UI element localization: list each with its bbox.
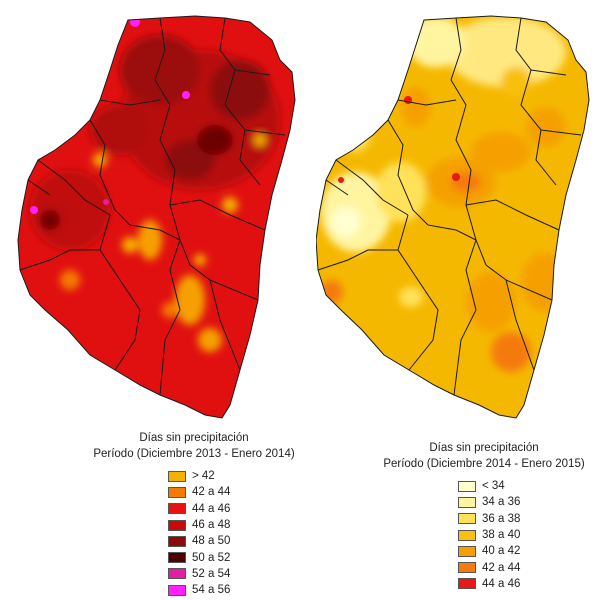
legend-label: 54 a 56 bbox=[192, 584, 231, 597]
legend-item: 40 a 42 bbox=[458, 543, 598, 559]
legend-items: > 42 42 a 44 44 a 46 46 a 48 48 a 50 50 a 52 5… bbox=[168, 468, 314, 598]
legend-swatch bbox=[458, 545, 476, 557]
legend-item: 50 a 52 bbox=[168, 549, 314, 565]
legend-item: 48 a 50 bbox=[168, 533, 314, 549]
legend-item: < 34 bbox=[458, 478, 598, 494]
legend-label: > 42 bbox=[192, 470, 215, 483]
legend-title: Días sin precipitación bbox=[139, 432, 249, 444]
legend-swatch bbox=[168, 535, 186, 547]
legend-subtitle: Período (Diciembre 2014 - Enero 2015) bbox=[383, 458, 585, 470]
legend-label: 46 a 48 bbox=[192, 519, 231, 532]
precipitation-map-2013-2014 bbox=[17, 15, 296, 419]
legend-item: 38 a 40 bbox=[458, 527, 598, 543]
legend-item: 42 a 44 bbox=[168, 484, 314, 500]
legend-title: Días sin precipitación bbox=[429, 442, 539, 454]
legend-swatch bbox=[458, 480, 476, 492]
legend-swatch bbox=[168, 552, 186, 564]
legend-subtitle: Período (Diciembre 2013 - Enero 2014) bbox=[93, 448, 295, 460]
legend-item: 36 a 38 bbox=[458, 511, 598, 527]
legend-swatch bbox=[458, 496, 476, 508]
legend-item: 44 a 46 bbox=[168, 501, 314, 517]
legend-label: 34 a 36 bbox=[482, 496, 521, 509]
legend-label: 36 a 38 bbox=[482, 512, 521, 525]
legend-label: 38 a 40 bbox=[482, 529, 521, 542]
legend-2014-2015: Días sin precipitación Período (Diciembr… bbox=[370, 440, 598, 592]
legend-item: 42 a 44 bbox=[458, 559, 598, 575]
legend-label: 44 a 46 bbox=[482, 577, 521, 590]
legend-swatch bbox=[168, 503, 186, 515]
legend-label: 42 a 44 bbox=[192, 486, 231, 499]
legend-item: 54 a 56 bbox=[168, 582, 314, 598]
legend-items: < 34 34 a 36 36 a 38 38 a 40 40 a 42 42 a 44 4… bbox=[458, 478, 598, 592]
legend-swatch bbox=[458, 529, 476, 541]
legend-label: 42 a 44 bbox=[482, 561, 521, 574]
legend-swatch bbox=[458, 562, 476, 574]
legend-item: 34 a 36 bbox=[458, 494, 598, 510]
legend-label: 50 a 52 bbox=[192, 551, 231, 564]
legend-label: 44 a 46 bbox=[192, 502, 231, 515]
precipitation-map-2014-2015 bbox=[316, 15, 590, 419]
legend-label: < 34 bbox=[482, 480, 505, 493]
legend-swatch bbox=[168, 568, 186, 580]
legend-label: 40 a 42 bbox=[482, 545, 521, 558]
legend-swatch bbox=[458, 513, 476, 525]
legend-swatch bbox=[168, 470, 186, 482]
legend-item: 52 a 54 bbox=[168, 566, 314, 582]
legend-swatch bbox=[458, 578, 476, 590]
legend-item: > 42 bbox=[168, 468, 314, 484]
legend-2013-2014: Días sin precipitación Período (Diciembr… bbox=[74, 430, 314, 598]
legend-swatch bbox=[168, 519, 186, 531]
legend-swatch bbox=[168, 486, 186, 498]
legend-label: 48 a 50 bbox=[192, 535, 231, 548]
legend-swatch bbox=[168, 584, 186, 596]
legend-label: 52 a 54 bbox=[192, 567, 231, 580]
legend-item: 44 a 46 bbox=[458, 576, 598, 592]
legend-item: 46 a 48 bbox=[168, 517, 314, 533]
